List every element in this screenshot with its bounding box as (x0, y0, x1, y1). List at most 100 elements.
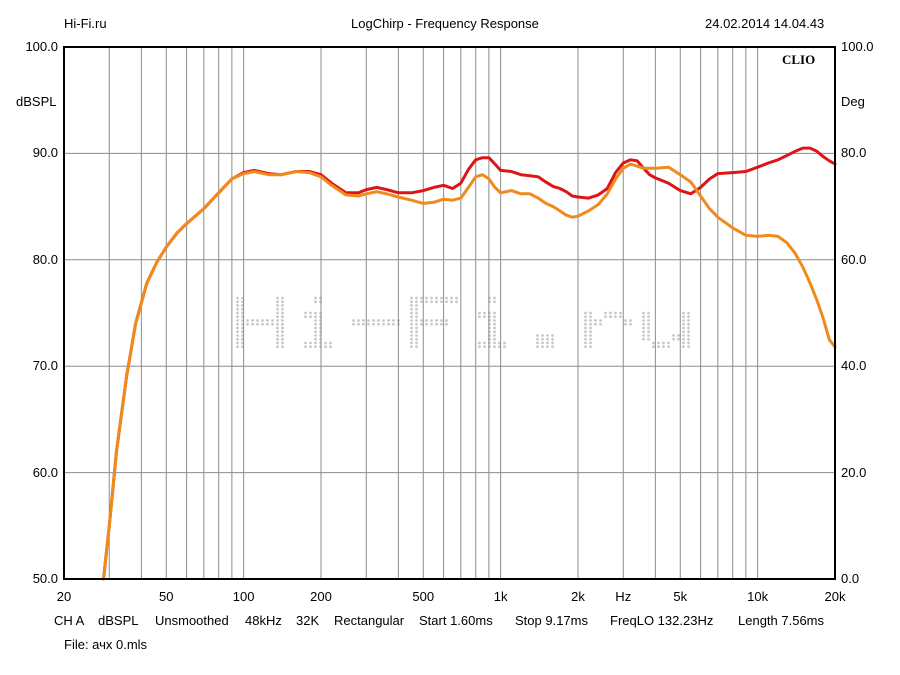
watermark-dot (281, 304, 284, 307)
watermark-dot (425, 322, 428, 326)
watermark-dot (445, 296, 448, 300)
watermark-dot (276, 322, 279, 326)
watermark-dot (276, 337, 279, 341)
watermark-dot (430, 319, 433, 322)
watermark-dot (687, 311, 690, 315)
watermark-dot (551, 334, 554, 337)
watermark-dot (352, 319, 355, 322)
watermark-dot (536, 341, 539, 345)
watermark-dot (314, 334, 317, 337)
watermark-dot (314, 341, 317, 345)
watermark-dot (594, 322, 597, 326)
watermark-dot (410, 334, 413, 337)
watermark-dot (546, 345, 549, 349)
watermark-dot (682, 341, 685, 345)
series-line-red (102, 146, 837, 581)
watermark-dot (667, 345, 670, 349)
watermark-dot (536, 337, 539, 341)
watermark-dot (236, 322, 239, 326)
y-tick-label-left: 80.0 (32, 251, 58, 267)
watermark-dot (324, 341, 327, 345)
watermark-dot (281, 311, 284, 315)
watermark-dot (281, 326, 284, 330)
watermark-dot (266, 319, 269, 322)
watermark-dot (599, 322, 602, 326)
watermark-dot (493, 341, 496, 345)
watermark-dot (609, 311, 612, 315)
watermark-dot (440, 322, 443, 326)
y-tick-label-left: 100.0 (25, 39, 58, 54)
watermark-dot (455, 300, 458, 304)
watermark-dot (445, 300, 448, 304)
watermark-dot (415, 300, 418, 304)
watermark-dot (314, 326, 317, 330)
watermark-dot (455, 296, 458, 300)
watermark-dot (682, 311, 685, 315)
watermark-dot (314, 337, 317, 341)
watermark-dot (324, 345, 327, 349)
watermark-dot (687, 345, 690, 349)
watermark-dot (682, 319, 685, 322)
watermark-dot (415, 334, 418, 337)
watermark-dot (541, 345, 544, 349)
watermark-dot (415, 315, 418, 319)
watermark-dot (410, 307, 413, 311)
watermark-dot (236, 319, 239, 322)
watermark-dot (236, 345, 239, 349)
watermark-dot (584, 326, 587, 330)
watermark-dot (236, 307, 239, 311)
watermark-dot (281, 296, 284, 300)
watermark-dot (367, 319, 370, 322)
watermark-dot (410, 296, 413, 300)
watermark-dot (493, 311, 496, 315)
watermark-dot (642, 322, 645, 326)
watermark-dot (629, 322, 632, 326)
watermark-dot (584, 311, 587, 315)
watermark-dot (687, 337, 690, 341)
watermark-dot (309, 341, 312, 345)
watermark-dot (425, 296, 428, 300)
watermark-dot (493, 337, 496, 341)
watermark-dot (589, 311, 592, 315)
watermark-dot (415, 311, 418, 315)
x-tick-label: 200 (310, 589, 332, 604)
clio-brand-label: CLIO (782, 52, 816, 67)
watermark-dot (478, 311, 481, 315)
watermark-dot (410, 337, 413, 341)
watermark-dot (687, 315, 690, 319)
watermark-dot (309, 345, 312, 349)
watermark-dot (256, 322, 259, 326)
watermark-dot (367, 322, 370, 326)
watermark-dot (647, 322, 650, 326)
watermark-dot (662, 345, 665, 349)
watermark-dot (450, 296, 453, 300)
watermark-dot (551, 337, 554, 341)
watermark-dot (281, 345, 284, 349)
watermark-dot (584, 315, 587, 319)
watermark-dot (420, 319, 423, 322)
watermark-dot (251, 322, 254, 326)
x-tick-label: 20k (824, 589, 846, 604)
watermark-dot (276, 304, 279, 307)
watermark-dot (266, 322, 269, 326)
footer-rate: 48kHz (245, 613, 282, 628)
watermark-dot (314, 315, 317, 319)
watermark-dot (483, 341, 486, 345)
y-tick-label-right: 0.0 (841, 571, 860, 586)
watermark-dot (236, 334, 239, 337)
watermark-dot (440, 296, 443, 300)
watermark-dot (271, 322, 274, 326)
watermark-dot (493, 326, 496, 330)
watermark-dot (329, 341, 332, 345)
watermark-dot (415, 322, 418, 326)
watermark-dot (682, 330, 685, 334)
watermark-dot (589, 330, 592, 334)
watermark-dot (236, 300, 239, 304)
watermark-dot (647, 319, 650, 322)
watermark-dot (387, 322, 390, 326)
watermark-dot (677, 334, 680, 337)
watermark-dot (415, 345, 418, 349)
x-tick-label: 100 (232, 589, 255, 604)
footer-freqlo: FreqLO 132.23Hz (610, 613, 714, 628)
y-axis-left-label: dBSPL (16, 94, 57, 109)
